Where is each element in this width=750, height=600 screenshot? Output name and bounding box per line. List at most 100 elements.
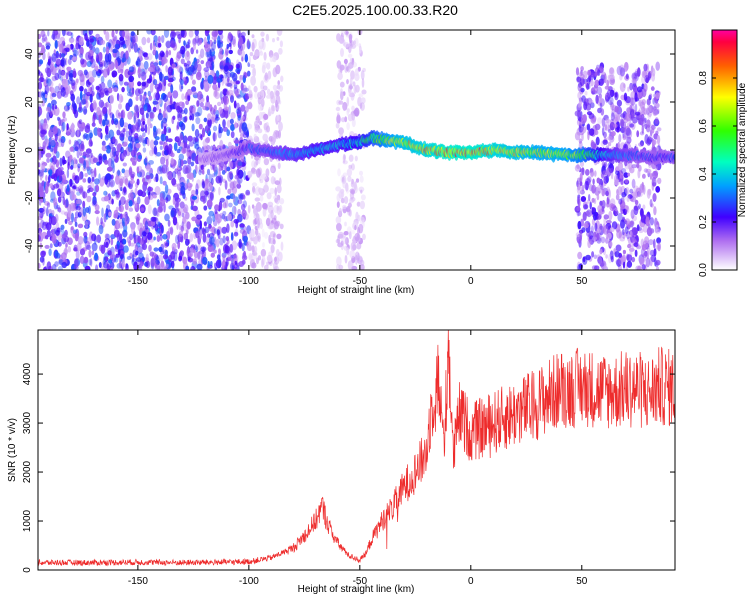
noise-blob [180,78,184,86]
noise-blob [232,72,238,82]
noise-blob [116,222,121,230]
noise-blob [233,263,239,270]
noise-blob [226,223,230,234]
noise-blob [128,207,134,212]
noise-blob [196,100,200,108]
noise-blob [622,121,627,132]
noise-blob [42,122,49,130]
noise-blob [268,213,273,220]
noise-blob [190,47,194,55]
noise-blob [94,178,100,185]
noise-blob [360,194,366,201]
noise-blob [135,250,139,256]
noise-blob [117,169,121,176]
noise-blob [198,123,203,130]
noise-blob [165,41,171,49]
noise-blob [137,88,144,95]
noise-blob [142,137,147,147]
noise-blob [96,106,101,116]
snr-frame [37,329,676,571]
noise-blob [182,165,189,175]
noise-blob [651,177,657,188]
noise-blob [237,199,243,205]
noise-blob [202,196,206,204]
noise-blob [233,231,239,237]
noise-blob [74,216,77,223]
noise-blob [219,197,225,203]
noise-blob [89,93,93,103]
noise-blob [101,207,104,218]
noise-blob [350,70,355,80]
noise-blob [71,212,74,223]
noise-blob [115,109,120,119]
noise-blob [264,72,269,81]
noise-blob [211,177,214,186]
noise-blob [629,82,634,91]
noise-blob [110,237,114,246]
noise-blob [216,229,221,236]
noise-blob [599,248,603,255]
noise-blob [162,110,166,118]
noise-blob [239,223,245,228]
noise-blob [165,197,169,203]
noise-blob [171,242,177,251]
noise-blob [244,53,248,63]
noise-blob [48,174,51,183]
noise-blob [619,67,626,77]
noise-blob [637,67,641,77]
noise-blob [198,169,202,176]
noise-blob [337,168,341,177]
noise-blob [48,248,52,256]
noise-blob [175,54,181,62]
noise-blob [596,193,600,201]
noise-blob [270,167,275,173]
noise-blob [120,110,124,119]
noise-blob [157,206,163,213]
noise-blob [143,94,147,100]
noise-blob [69,146,75,153]
noise-blob [138,136,142,142]
y-tick-label: -40 [24,238,35,253]
noise-blob [108,42,112,49]
noise-blob [191,205,198,212]
noise-blob [145,175,151,180]
noise-blob [186,221,191,230]
noise-blob [55,151,60,159]
noise-blob [73,47,77,57]
noise-blob [147,204,152,215]
noise-blob [583,101,588,111]
noise-blob [190,161,195,167]
noise-blob [338,207,342,217]
noise-blob [69,154,73,162]
noise-blob [105,101,109,108]
noise-blob [128,66,135,73]
noise-blob [109,179,115,188]
noise-blob [577,91,582,100]
noise-blob [79,71,83,78]
noise-blob [348,90,353,98]
noise-blob [278,47,283,55]
noise-blob [82,191,88,199]
noise-blob [268,222,275,230]
noise-blob [196,263,203,270]
noise-blob [118,222,124,229]
noise-blob [593,198,597,205]
noise-blob [631,164,638,169]
noise-blob [60,87,66,97]
spectrogram-heatmap [38,30,675,270]
noise-blob [39,230,42,237]
noise-blob [164,213,170,222]
noise-blob [90,181,95,192]
y-tick-label: 3000 [22,412,33,435]
noise-blob [150,216,157,222]
noise-blob [215,70,220,81]
noise-blob [60,210,66,215]
noise-blob [70,226,74,231]
noise-blob [40,91,45,98]
noise-blob [200,60,205,65]
noise-blob [103,261,109,269]
noise-region-3 [574,61,662,270]
noise-blob [38,71,43,76]
noise-blob [113,87,118,93]
noise-blob [38,81,43,90]
